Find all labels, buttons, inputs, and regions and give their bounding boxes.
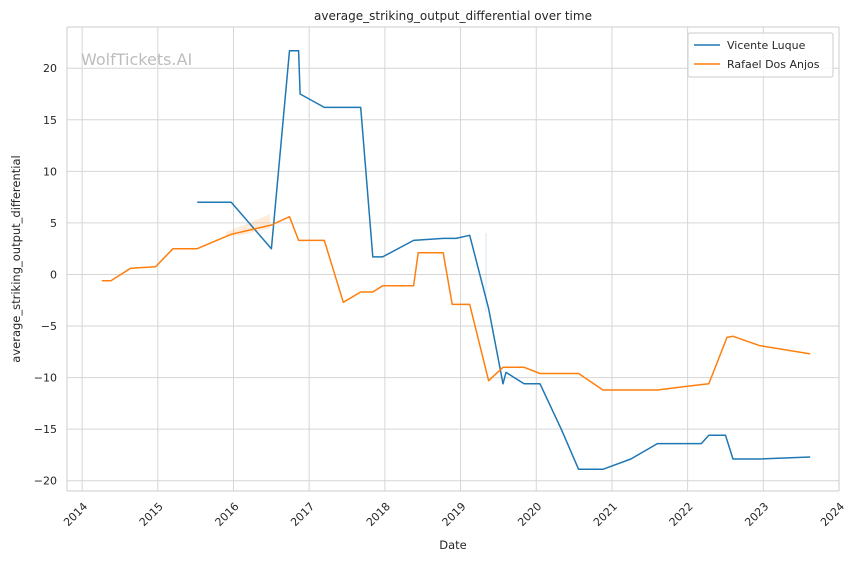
- rafael-dos-anjos-band: [226, 214, 270, 237]
- y-axis-ticks: −20 −15 −10 −5 0 5 10 15 20: [34, 62, 57, 487]
- series-layer: [101, 49, 811, 471]
- legend-label-rafael-dos-anjos: Rafael Dos Anjos: [727, 58, 820, 71]
- legend-label-vicente-luque: Vicente Luque: [727, 39, 806, 52]
- plot-area: [67, 27, 839, 491]
- legend: Vicente Luque Rafael Dos Anjos: [687, 32, 834, 78]
- series-line-vicente-luque: [197, 49, 811, 471]
- series-line-rafael-dos-anjos: [101, 215, 811, 391]
- y-tick-label: 10: [43, 165, 57, 178]
- y-tick-label: 15: [43, 114, 57, 127]
- x-axis-title: Date: [439, 538, 467, 552]
- y-tick-label: −20: [34, 475, 57, 488]
- y-tick-label: −15: [34, 423, 57, 436]
- y-tick-label: −10: [34, 372, 57, 385]
- y-tick-label: 5: [50, 217, 57, 230]
- y-tick-label: −5: [41, 320, 57, 333]
- watermark: WolfTickets.AI: [81, 50, 192, 69]
- y-tick-label: 20: [43, 62, 57, 75]
- chart-title: average_striking_output_differential ove…: [314, 9, 592, 23]
- y-tick-label: 0: [50, 268, 57, 281]
- legend-box: [687, 32, 834, 78]
- y-axis-title: average_striking_output_differential: [9, 155, 23, 362]
- plot-frame: [66, 26, 840, 492]
